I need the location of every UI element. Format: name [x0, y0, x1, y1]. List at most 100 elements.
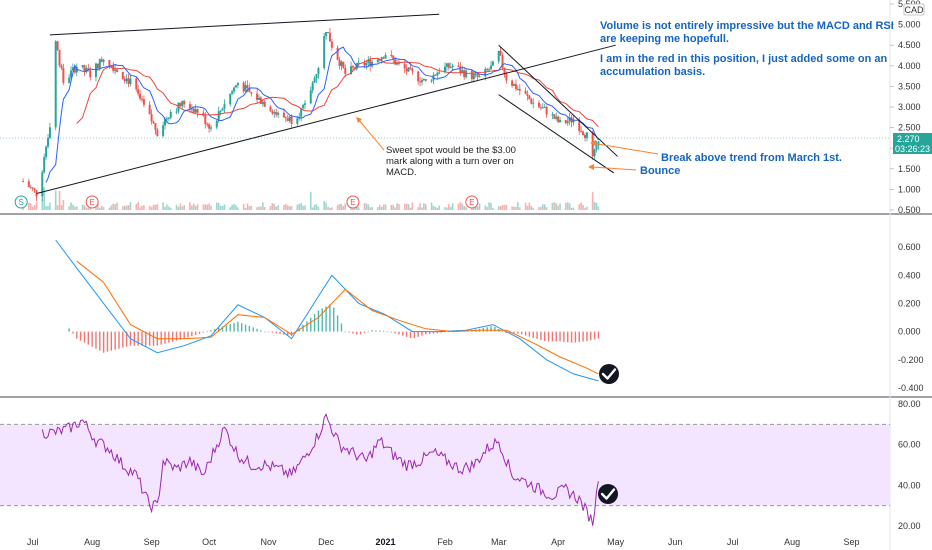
- candle-body: [83, 65, 86, 72]
- macd-histogram-bar: [214, 328, 216, 332]
- candle-body: [179, 102, 182, 107]
- volume-bar: [369, 207, 372, 210]
- candle-body: [557, 116, 560, 123]
- candle-body: [234, 85, 237, 88]
- volume-bar: [378, 205, 381, 210]
- macd-histogram-bar: [171, 331, 174, 342]
- volume-bar: [100, 205, 103, 210]
- bounce-arrowhead: [588, 164, 594, 170]
- candle-body: [192, 108, 195, 113]
- volume-bar: [300, 203, 302, 210]
- macd-histogram-bar: [68, 328, 70, 332]
- candle-body: [328, 32, 331, 42]
- macd-histogram-bar: [444, 331, 446, 333]
- macd-histogram-bar: [329, 304, 331, 332]
- candle-body: [27, 181, 30, 187]
- candle-body: [261, 101, 264, 104]
- volume-bar: [108, 207, 111, 210]
- volume-bar: [137, 202, 139, 210]
- volume-bar: [557, 205, 559, 210]
- candle-body: [169, 112, 172, 118]
- candle-body: [430, 80, 433, 82]
- time-axis-label: Oct: [202, 537, 217, 547]
- note-volume-line1: Volume is not entirely impressive but th…: [600, 20, 894, 32]
- price-axis-label: 1.000: [898, 184, 921, 194]
- candle-body: [392, 55, 395, 60]
- volume-bar: [438, 205, 441, 210]
- candle-body: [396, 62, 399, 65]
- candle-body: [376, 59, 379, 62]
- candle-body: [357, 62, 360, 64]
- candle-body: [499, 50, 502, 56]
- macd-histogram-bar: [256, 328, 258, 332]
- candle-body: [551, 114, 554, 116]
- volume-bar: [181, 206, 184, 210]
- volume-bar: [350, 206, 352, 210]
- macd-histogram-bar: [547, 331, 550, 342]
- volume-bar: [210, 205, 212, 210]
- candle-body: [142, 99, 145, 105]
- macd-histogram-bar: [237, 321, 239, 332]
- candle-body: [164, 119, 167, 126]
- time-axis-label: May: [607, 537, 625, 547]
- volume-bar: [540, 206, 542, 210]
- countdown-tag: [893, 144, 932, 154]
- volume-bar: [517, 202, 519, 210]
- volume-bar: [580, 202, 582, 210]
- volume-bar: [83, 205, 86, 210]
- trendline: [498, 94, 615, 174]
- macd-histogram-bar: [590, 331, 592, 341]
- candle-body: [181, 100, 184, 107]
- candle-body: [585, 132, 588, 138]
- candle-body: [532, 102, 535, 104]
- price-axis-label: 2.500: [898, 123, 921, 133]
- candle-body: [135, 78, 138, 90]
- volume-bar: [235, 205, 237, 210]
- volume-bar: [396, 203, 398, 210]
- candle-body: [553, 114, 556, 119]
- candle-body: [257, 97, 260, 100]
- volume-bar: [444, 207, 446, 210]
- candle-body: [137, 89, 140, 94]
- macd-axis-label: -0.400: [898, 383, 924, 393]
- volume-bar: [143, 205, 145, 210]
- macd-histogram-bar: [287, 331, 289, 336]
- volume-bar: [28, 202, 30, 210]
- price-axis-label: 0.500: [898, 205, 921, 215]
- candle-body: [250, 92, 253, 94]
- volume-bar: [85, 207, 88, 210]
- volume-bar: [256, 207, 258, 210]
- candle-body: [405, 68, 408, 72]
- volume-bar: [68, 206, 70, 210]
- candle-body: [208, 124, 211, 129]
- candle-body: [593, 149, 596, 157]
- volume-bar: [490, 203, 492, 210]
- macd-histogram-bar: [191, 331, 193, 337]
- candle-body: [564, 120, 567, 124]
- macd-histogram-bar: [367, 331, 369, 333]
- volume-bar: [260, 206, 262, 210]
- macd-histogram-bar: [528, 331, 531, 337]
- time-axis-label: 2021: [376, 537, 396, 547]
- candle-body: [559, 120, 562, 123]
- candle-body: [60, 65, 63, 68]
- event-marker-label: E: [350, 198, 355, 207]
- volume-bar: [338, 203, 341, 210]
- volume-bar: [484, 205, 487, 210]
- macd-checkmark-icon: [599, 364, 619, 384]
- volume-bar: [35, 202, 38, 210]
- volume-bar: [250, 205, 253, 210]
- candle-body: [503, 67, 506, 74]
- candle-body: [380, 57, 383, 61]
- candle-body: [256, 93, 259, 100]
- macd-histogram-bar: [110, 331, 113, 351]
- volume-bar: [434, 206, 437, 210]
- volume-bar: [532, 207, 535, 210]
- volume-bar: [565, 202, 567, 210]
- candle-body: [58, 49, 61, 66]
- candle-body: [449, 67, 452, 69]
- volume-bar: [363, 203, 366, 210]
- candle-body: [422, 78, 425, 81]
- candle-body: [501, 55, 504, 68]
- candle-body: [304, 103, 307, 105]
